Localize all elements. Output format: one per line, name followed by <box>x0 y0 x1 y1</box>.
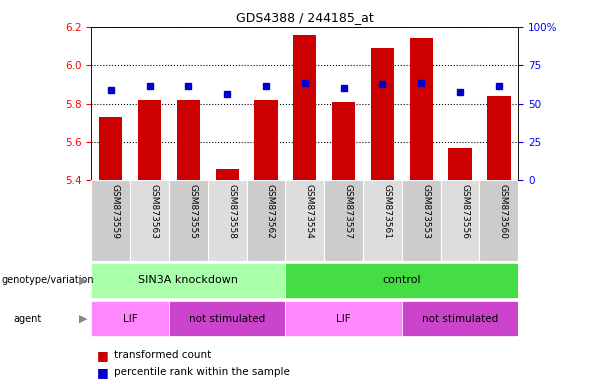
Text: GSM873563: GSM873563 <box>150 184 158 239</box>
Bar <box>409 38 433 180</box>
Text: transformed count: transformed count <box>114 350 211 360</box>
Bar <box>371 48 394 180</box>
Bar <box>216 169 239 180</box>
Text: SIN3A knockdown: SIN3A knockdown <box>138 275 239 285</box>
Bar <box>402 180 441 261</box>
Bar <box>99 117 123 180</box>
Bar <box>254 100 277 180</box>
Text: percentile rank within the sample: percentile rank within the sample <box>114 367 290 377</box>
Text: GSM873554: GSM873554 <box>305 184 314 238</box>
Text: not stimulated: not stimulated <box>422 314 498 324</box>
Text: GSM873562: GSM873562 <box>266 184 275 238</box>
Bar <box>91 301 169 336</box>
Text: GSM873559: GSM873559 <box>111 184 120 239</box>
Text: LIF: LIF <box>123 314 137 324</box>
Text: not stimulated: not stimulated <box>189 314 265 324</box>
Text: GSM873556: GSM873556 <box>460 184 469 239</box>
Bar <box>247 180 286 261</box>
Bar <box>286 263 518 298</box>
Text: ▶: ▶ <box>80 275 88 285</box>
Bar <box>448 148 472 180</box>
Bar <box>286 301 402 336</box>
Bar <box>286 180 324 261</box>
Text: ▶: ▶ <box>80 314 88 324</box>
Text: GSM873561: GSM873561 <box>382 184 392 239</box>
Bar <box>402 301 518 336</box>
Text: GSM873560: GSM873560 <box>499 184 508 239</box>
Text: LIF: LIF <box>336 314 351 324</box>
Bar <box>332 102 355 180</box>
Bar <box>479 180 518 261</box>
Bar <box>169 301 286 336</box>
Bar <box>169 180 208 261</box>
Text: GSM873557: GSM873557 <box>343 184 353 239</box>
Bar <box>138 100 161 180</box>
Bar <box>130 180 169 261</box>
Text: genotype/variation: genotype/variation <box>1 275 94 285</box>
Text: ■: ■ <box>97 366 109 379</box>
Text: ■: ■ <box>97 349 109 362</box>
Text: control: control <box>382 275 421 285</box>
Bar <box>293 35 316 180</box>
Title: GDS4388 / 244185_at: GDS4388 / 244185_at <box>236 11 373 24</box>
Bar <box>441 180 479 261</box>
Bar <box>487 96 511 180</box>
Text: GSM873558: GSM873558 <box>227 184 236 239</box>
Bar <box>177 100 200 180</box>
Bar <box>91 180 130 261</box>
Bar <box>208 180 247 261</box>
Text: GSM873555: GSM873555 <box>188 184 197 239</box>
Text: agent: agent <box>13 314 41 324</box>
Bar <box>324 180 363 261</box>
Bar <box>363 180 402 261</box>
Text: GSM873553: GSM873553 <box>421 184 431 239</box>
Bar <box>91 263 286 298</box>
